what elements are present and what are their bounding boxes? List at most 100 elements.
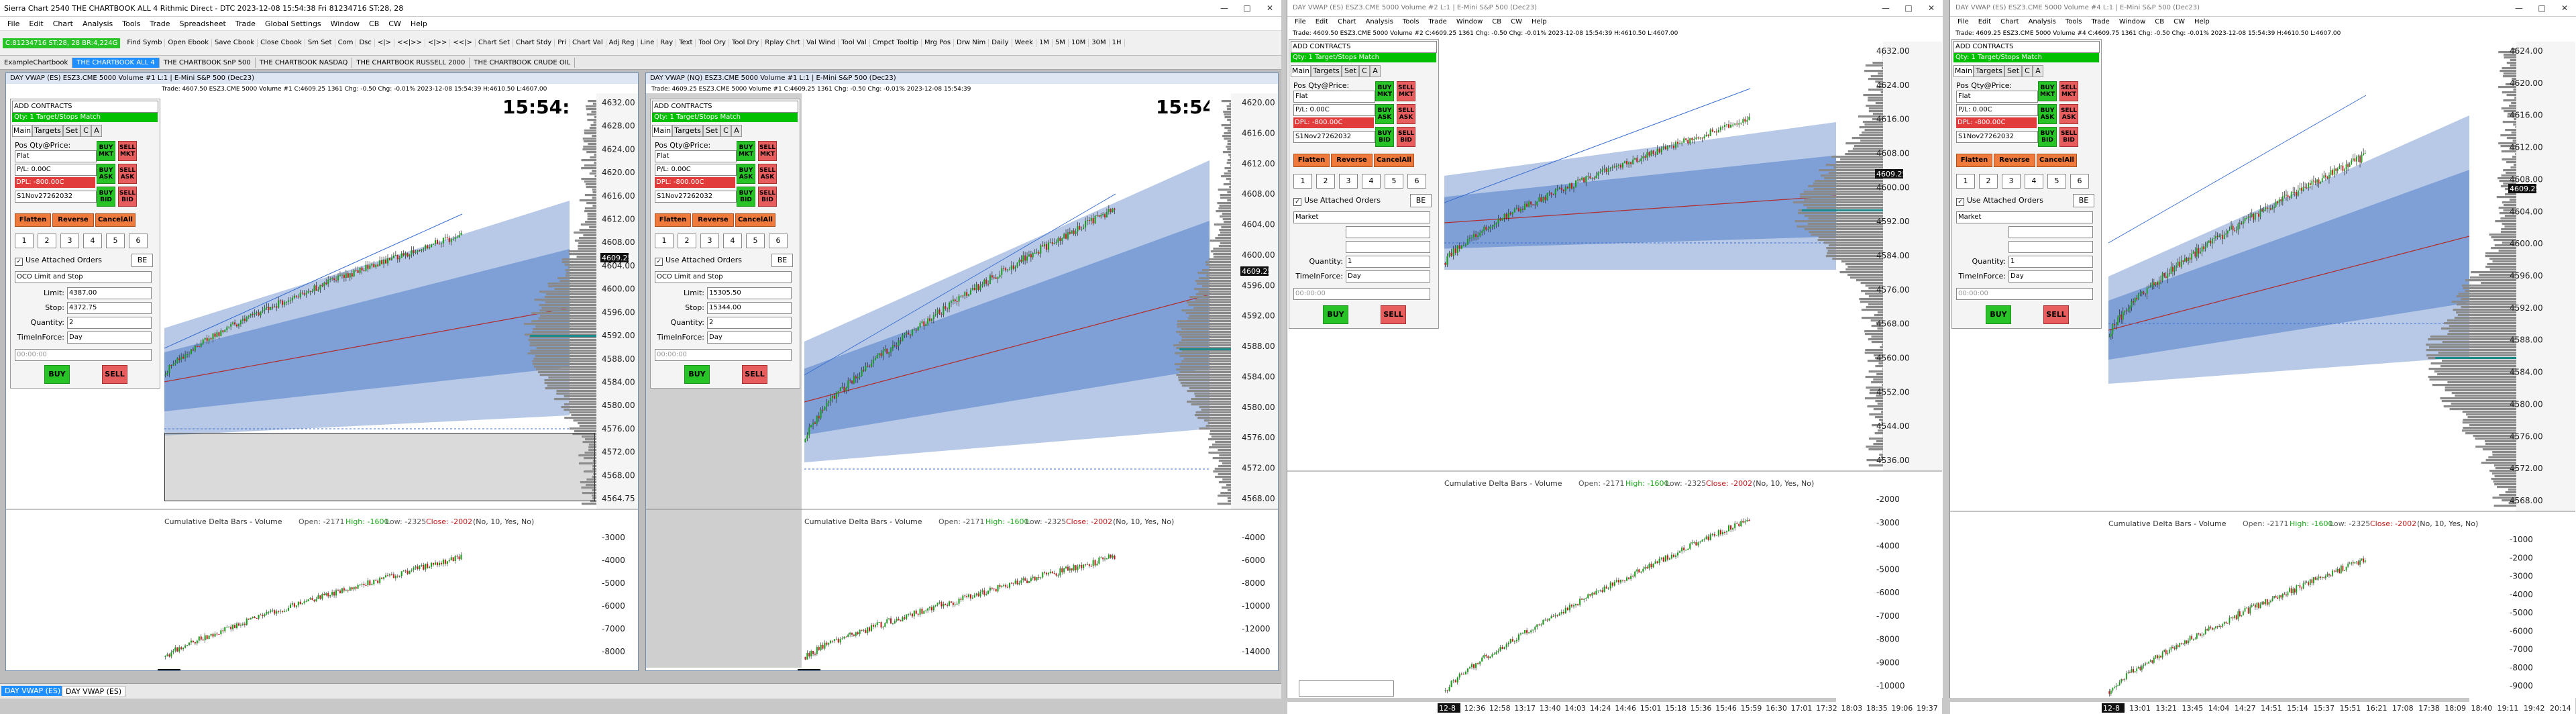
toolbar-button-0[interactable]: Find Symb — [124, 39, 165, 47]
order-type-select[interactable]: Market — [1956, 211, 2093, 223]
quantity-preset-5[interactable]: 5 — [2047, 174, 2066, 189]
trade-tab-c[interactable]: C — [80, 125, 91, 137]
menu-item-2[interactable]: Chart — [1333, 18, 1360, 26]
account-number-select[interactable]: S1Nov27262032 — [1956, 131, 2038, 143]
sell-bid-button[interactable]: SELL BID — [758, 187, 777, 207]
toolbar-button-6[interactable]: Dsc — [356, 39, 374, 47]
trade-tab-targets[interactable]: Targets — [672, 125, 703, 137]
account-select[interactable]: ADD CONTRACTS — [1953, 41, 2100, 53]
quantity-input[interactable]: 2 — [707, 317, 792, 329]
menu-item-2[interactable]: Chart — [1996, 18, 2023, 26]
status-tab-2[interactable]: DAY VWAP (ES) — [62, 686, 125, 697]
quantity-preset-5[interactable]: 5 — [1385, 174, 1403, 189]
sell-mkt-button[interactable]: SELL MKT — [2059, 81, 2078, 101]
menu-item-3[interactable]: Analysis — [2024, 18, 2061, 26]
toolbar-button-10[interactable]: <<|> — [450, 39, 476, 47]
trade-tab-main[interactable]: Main — [12, 125, 32, 137]
quantity-preset-1[interactable]: 1 — [15, 234, 34, 248]
sell-ask-button[interactable]: SELL ASK — [1397, 104, 1415, 124]
menu-item-7[interactable]: Trade — [231, 19, 260, 28]
chartbook-tab-4[interactable]: THE CHARTBOOK RUSSELL 2000 — [352, 58, 470, 68]
trade-tab-targets[interactable]: Targets — [1311, 65, 1342, 77]
attached-orders-checkbox[interactable]: ✓ — [15, 258, 23, 266]
quantity-preset-6[interactable]: 6 — [1407, 174, 1426, 189]
buy-mkt-button[interactable]: BUY MKT — [1375, 81, 1394, 101]
detached-title-bar[interactable]: DAY VWAP (ES) ESZ3.CME 5000 Volume #2 L:… — [1287, 0, 1943, 17]
reverse-button[interactable]: Reverse — [1331, 154, 1373, 167]
time-input[interactable]: 00:00:00 — [655, 349, 792, 361]
menu-item-7[interactable]: CB — [1487, 18, 1506, 26]
menu-item-1[interactable]: Edit — [24, 19, 48, 28]
menu-item-6[interactable]: Spreadsheet — [175, 19, 231, 28]
maximize-icon[interactable]: □ — [2530, 0, 2553, 16]
quantity-preset-3[interactable]: 3 — [2002, 174, 2021, 189]
empty-select-2[interactable] — [1346, 241, 1430, 253]
quantity-preset-4[interactable]: 4 — [2025, 174, 2043, 189]
account-number-select[interactable]: S1Nov27262032 — [655, 191, 737, 203]
account-status-box[interactable]: C:81234716 ST:28, 28 BR:4,224G — [3, 38, 120, 48]
quantity-preset-5[interactable]: 5 — [106, 234, 125, 248]
trade-tab-c[interactable]: C — [2022, 65, 2033, 77]
menu-item-5[interactable]: Trade — [1424, 18, 1451, 26]
account-select[interactable]: ADD CONTRACTS — [12, 101, 158, 113]
reverse-button[interactable]: Reverse — [692, 213, 734, 227]
cancel-all-button[interactable]: CancelAll — [95, 213, 136, 227]
menu-item-1[interactable]: Edit — [1974, 18, 1996, 26]
toolbar-button-26[interactable]: Drw Nim — [954, 39, 989, 47]
close-icon[interactable]: ✕ — [1920, 0, 1943, 16]
sell-ask-button[interactable]: SELL ASK — [118, 164, 137, 184]
buy-ask-button[interactable]: BUY ASK — [2038, 104, 2057, 124]
detached-window-4[interactable]: DAY VWAP (ES) ESZ3.CME 5000 Volume #4 L:… — [1949, 0, 2576, 698]
cancel-all-button[interactable]: CancelAll — [1374, 154, 1414, 167]
menu-item-4[interactable]: Tools — [117, 19, 145, 28]
close-icon[interactable]: ✕ — [1258, 3, 1281, 13]
menu-item-3[interactable]: Analysis — [1361, 18, 1398, 26]
toolbar-button-25[interactable]: Mrg Pos — [922, 39, 954, 47]
toolbar-button-11[interactable]: Chart Set — [476, 39, 513, 47]
chartbook-tab-3[interactable]: THE CHARTBOOK NASDAQ — [256, 58, 353, 68]
toolbar-button-1[interactable]: Open Ebook — [165, 39, 212, 47]
menu-item-0[interactable]: File — [1290, 18, 1311, 26]
toolbar-button-14[interactable]: Chart Val — [570, 39, 606, 47]
menu-item-10[interactable]: CB — [364, 19, 384, 28]
chart-window-2[interactable]: DAY VWAP (NQ) ESZ3.CME 5000 Volume #1 L:… — [645, 72, 1279, 671]
toolbar-button-21[interactable]: Rplay Chrt — [762, 39, 804, 47]
quantity-input[interactable]: 1 — [2008, 256, 2093, 268]
chartbook-tab-5[interactable]: THE CHARTBOOK CRUDE OIL — [470, 58, 575, 68]
quantity-preset-6[interactable]: 6 — [769, 234, 788, 248]
flatten-button[interactable]: Flatten — [15, 213, 51, 227]
trade-tab-a[interactable]: A — [2033, 65, 2043, 77]
toolbar-button-31[interactable]: 10M — [1069, 39, 1089, 47]
toolbar-button-3[interactable]: Close Cbook — [258, 39, 305, 47]
quantity-preset-3[interactable]: 3 — [1339, 174, 1358, 189]
menu-item-1[interactable]: Edit — [1311, 18, 1333, 26]
menu-item-8[interactable]: Global Settings — [260, 19, 326, 28]
selection-rectangle[interactable] — [164, 433, 595, 501]
toolbar-button-19[interactable]: Tool Ory — [696, 39, 729, 47]
toolbar-button-22[interactable]: Val Wind — [804, 39, 839, 47]
quantity-preset-4[interactable]: 4 — [723, 234, 742, 248]
minimized-window-stub[interactable] — [1299, 680, 1394, 697]
buy-button[interactable]: BUY — [684, 365, 710, 384]
trade-tab-targets[interactable]: Targets — [1974, 65, 2004, 77]
attached-orders-checkbox[interactable]: ✓ — [1956, 198, 1964, 206]
trade-tab-a[interactable]: A — [91, 125, 102, 137]
minimize-icon[interactable]: — — [1874, 0, 1897, 16]
trade-tab-targets[interactable]: Targets — [32, 125, 63, 137]
toolbar-button-33[interactable]: 1H — [1110, 39, 1125, 47]
sell-button[interactable]: SELL — [102, 365, 127, 384]
flatten-button[interactable]: Flatten — [655, 213, 691, 227]
sell-button[interactable]: SELL — [2043, 305, 2069, 324]
cancel-all-button[interactable]: CancelAll — [735, 213, 775, 227]
chartbook-tab-1[interactable]: THE CHARTBOOK ALL 4 — [72, 58, 159, 68]
toolbar-button-20[interactable]: Tool Dry — [729, 39, 762, 47]
chart-window-title[interactable]: DAY VWAP (NQ) ESZ3.CME 5000 Volume #1 L:… — [646, 73, 1278, 84]
reverse-button[interactable]: Reverse — [1994, 154, 2035, 167]
menu-item-12[interactable]: Help — [406, 19, 432, 28]
trade-tab-set[interactable]: Set — [63, 125, 80, 137]
sell-mkt-button[interactable]: SELL MKT — [1397, 81, 1415, 101]
trade-tab-main[interactable]: Main — [652, 125, 672, 137]
buy-mkt-button[interactable]: BUY MKT — [2038, 81, 2057, 101]
toolbar-button-27[interactable]: Daily — [989, 39, 1012, 47]
empty-select-2[interactable] — [2008, 241, 2093, 253]
